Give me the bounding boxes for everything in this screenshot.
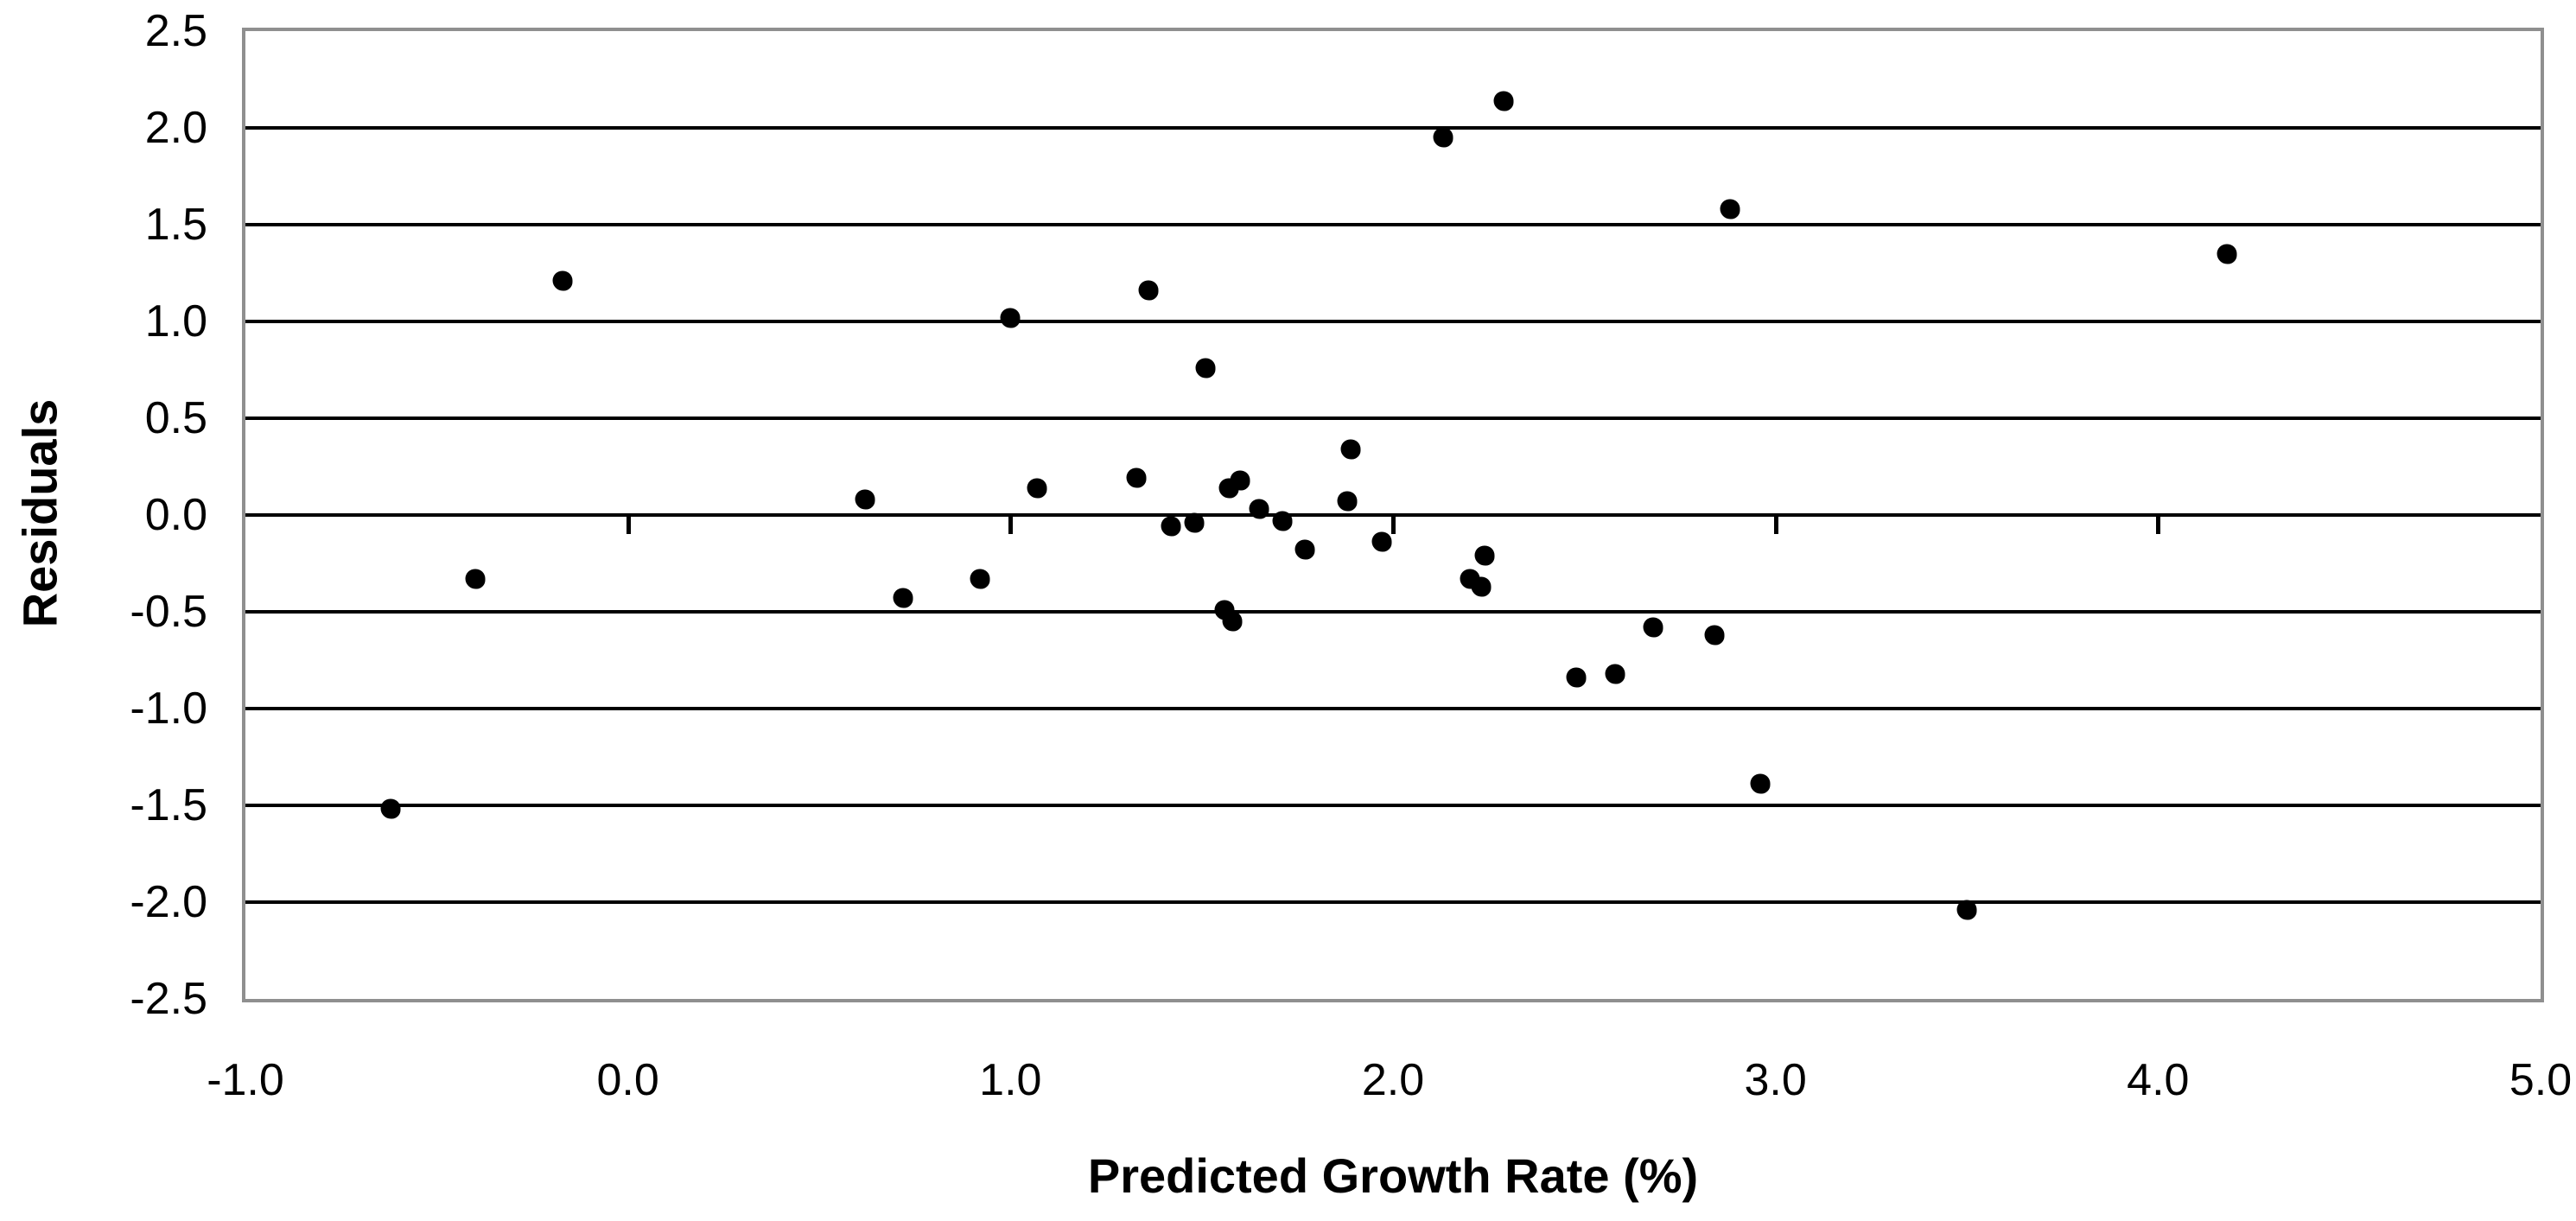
gridline [245,610,2541,614]
data-point [1126,467,1147,488]
data-point [1340,439,1361,460]
data-point [1643,617,1663,638]
gridline [245,126,2541,130]
x-tick-label: 0.0 [596,1055,659,1105]
plot-area [242,28,2544,1002]
data-point [1027,478,1047,499]
data-point [893,588,913,608]
data-point [552,270,573,291]
data-point [1493,91,1514,111]
x-tick-label: 3.0 [1744,1055,1807,1105]
data-point [1138,280,1159,301]
x-axis-tick-mark [626,515,631,534]
data-point [1471,576,1492,597]
x-axis-tick-mark [1391,515,1396,534]
x-tick-label: -1.0 [207,1055,284,1105]
gridline [245,804,2541,807]
data-point [1337,491,1358,512]
y-tick-label: 2.0 [144,103,207,153]
y-tick-label: -1.0 [130,684,207,734]
data-point [1433,127,1453,148]
data-point [1184,512,1205,533]
x-tick-label: 5.0 [2509,1055,2573,1105]
data-point [1956,900,1977,920]
data-point [1272,511,1293,531]
data-point [1161,516,1181,537]
x-tick-label: 4.0 [2127,1055,2190,1105]
y-tick-label: 0.0 [144,490,207,540]
y-tick-label: -2.0 [130,877,207,927]
data-point [970,569,990,589]
x-axis-tick-mark [1008,515,1014,534]
y-tick-label: 1.0 [144,296,207,347]
y-tick-label: -0.5 [130,587,207,637]
gridline [245,417,2541,420]
x-axis-tick-mark [2156,515,2161,534]
y-tick-label: -1.5 [130,780,207,830]
data-point [1704,625,1725,645]
x-axis-title: Predicted Growth Rate (%) [1087,1148,1699,1203]
data-point [465,569,486,589]
data-point [1605,664,1625,684]
data-point [1000,308,1021,328]
y-tick-label: -2.5 [130,974,207,1024]
data-point [1294,539,1315,560]
data-point [1371,531,1392,552]
data-point [1720,199,1740,219]
data-point [1249,499,1269,519]
data-point [855,489,875,510]
y-tick-label: 2.5 [144,6,207,56]
data-point [380,798,401,819]
data-point [1750,773,1771,794]
data-point [1195,358,1216,378]
x-tick-label: 2.0 [1361,1055,1425,1105]
y-tick-label: 1.5 [144,200,207,250]
data-point [1566,667,1587,688]
gridline [245,223,2541,226]
data-point [2217,244,2237,264]
gridline [245,320,2541,323]
y-tick-label: 0.5 [144,393,207,443]
x-axis-tick-mark [1773,515,1778,534]
x-tick-label: 1.0 [979,1055,1042,1105]
data-point [1230,470,1250,491]
gridline [245,707,2541,710]
data-point [1222,611,1243,632]
gridline [245,900,2541,904]
data-point [1474,545,1495,566]
